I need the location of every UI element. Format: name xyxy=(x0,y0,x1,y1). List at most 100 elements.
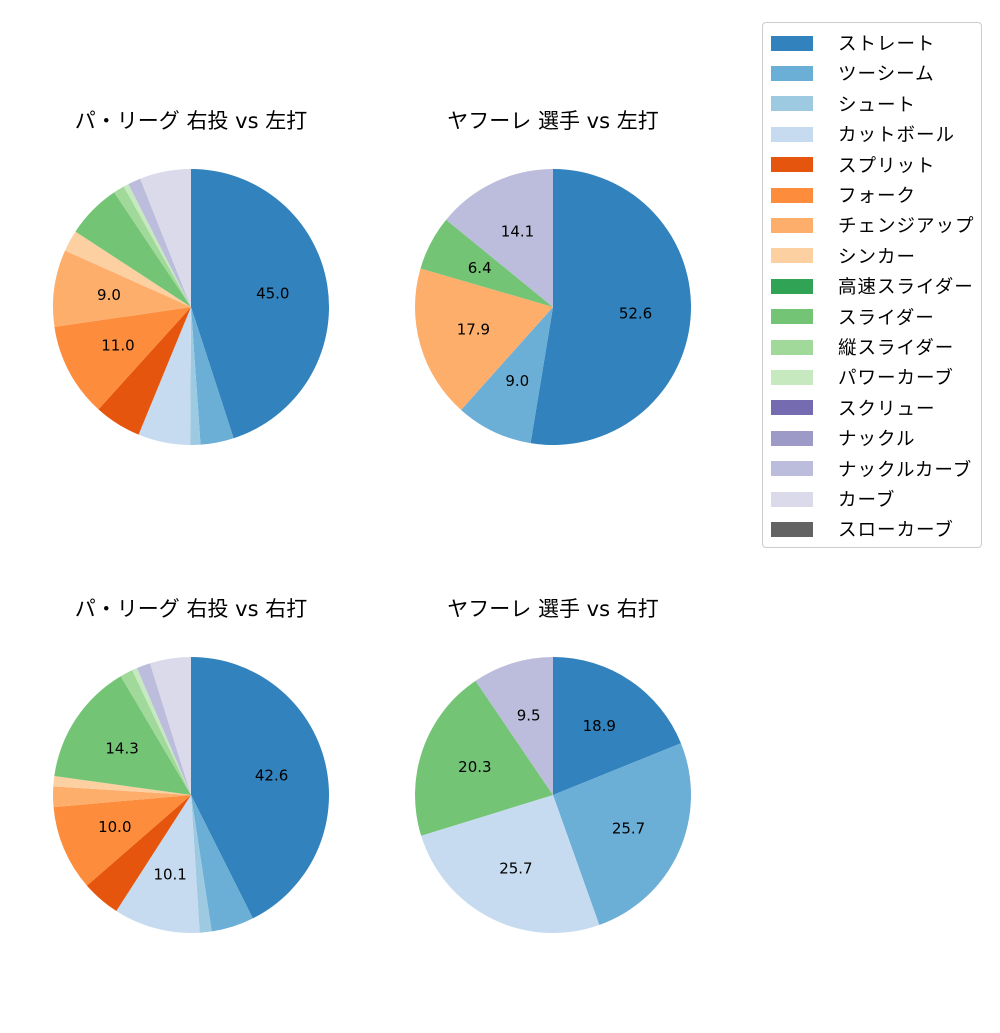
legend-swatch xyxy=(771,157,813,173)
legend-item: スプリット xyxy=(771,154,936,177)
pie-slice xyxy=(446,169,553,307)
pie-slice xyxy=(53,250,192,327)
legend-item: ナックルカーブ xyxy=(771,458,973,481)
pie-slice xyxy=(53,786,192,808)
pie-slice xyxy=(114,186,191,307)
slice-label: 25.7 xyxy=(499,860,532,878)
pie-slice xyxy=(461,307,553,444)
slice-label: 14.3 xyxy=(105,740,138,758)
pie-slice xyxy=(475,657,553,795)
legend-label: 高速スライダー xyxy=(838,277,974,299)
chart-panel-pl-rhp-vs-rhb: パ・リーグ 右投 vs 右打 xyxy=(50,593,390,1033)
legend-label: スプリット xyxy=(838,155,936,177)
pie-slice xyxy=(86,795,191,912)
legend-swatch xyxy=(771,248,813,264)
pie-chart: 18.9 25.7 25.7 20.3 9.5 xyxy=(415,657,691,933)
legend-label: シュート xyxy=(838,94,917,116)
pie-slice xyxy=(54,676,192,795)
pie-slice xyxy=(140,169,191,307)
pie-slice xyxy=(75,192,191,307)
legend-swatch xyxy=(771,521,813,537)
slice-label: 52.6 xyxy=(619,304,652,322)
slice-label: 42.6 xyxy=(255,766,288,784)
legend-label: 縦スライダー xyxy=(838,338,955,359)
legend-label: フォーク xyxy=(838,186,917,207)
pie-slice xyxy=(553,743,691,926)
legend-swatch xyxy=(771,369,813,385)
pie-slice xyxy=(421,795,600,933)
pie-chart: 42.6 10.1 10.0 14.3 xyxy=(53,657,329,933)
legend-item: シュート xyxy=(771,93,917,116)
legend-swatch xyxy=(771,217,813,233)
pie-slice xyxy=(530,169,691,445)
legend-swatch xyxy=(771,96,813,112)
pie-slice xyxy=(54,307,192,410)
pie-slice xyxy=(136,663,191,795)
pie-slice xyxy=(191,657,329,919)
pie-slice xyxy=(415,680,553,836)
slice-label: 14.1 xyxy=(501,223,534,241)
legend-swatch xyxy=(771,400,813,416)
pie-slice xyxy=(191,307,234,445)
legend-item: ツーシーム xyxy=(771,62,935,86)
legend-swatch xyxy=(771,126,813,142)
slice-label: 6.4 xyxy=(468,259,492,277)
slice-label: 10.0 xyxy=(98,818,131,836)
chart-title: ヤフーレ 選手 vs 左打 xyxy=(447,109,659,133)
legend-swatch xyxy=(771,309,813,325)
legend-swatch xyxy=(771,339,813,355)
slice-label: 45.0 xyxy=(256,285,289,303)
legend-label: スライダー xyxy=(838,307,935,329)
legend-item: 縦スライダー xyxy=(771,336,955,359)
legend-swatch xyxy=(771,491,813,507)
pie-slice xyxy=(132,668,191,795)
slice-label: 10.1 xyxy=(153,866,186,884)
legend-label: チェンジアップ xyxy=(838,216,975,238)
pie-slice xyxy=(415,268,553,410)
legend-label: スローカーブ xyxy=(838,520,954,542)
slice-label: 9.0 xyxy=(97,286,121,304)
legend-swatch xyxy=(771,430,813,446)
legend-label: シンカー xyxy=(838,246,917,268)
legend-label: カットボール xyxy=(838,125,956,147)
pie-slice xyxy=(123,184,191,307)
pie-slice xyxy=(128,178,191,307)
legend-label: ストレート xyxy=(838,34,936,55)
legend-item: パワーカーブ xyxy=(771,366,954,389)
slice-label: 11.0 xyxy=(101,336,134,354)
chart-title: パ・リーグ 右投 vs 右打 xyxy=(74,597,308,621)
slice-label: 17.9 xyxy=(457,320,490,338)
pie-slice xyxy=(65,231,191,307)
legend-swatch xyxy=(771,187,813,203)
slice-label: 9.0 xyxy=(505,372,529,390)
pie-slice xyxy=(116,795,200,933)
pie-slice xyxy=(98,307,191,435)
legend-item: カーブ xyxy=(771,488,895,511)
pie-slice xyxy=(120,670,191,795)
legend-item: ストレート xyxy=(771,32,936,55)
legend-label: スクリュー xyxy=(838,398,936,420)
pie-slice xyxy=(191,795,253,932)
chart-title: ヤフーレ 選手 vs 右打 xyxy=(447,597,659,621)
pie-slice xyxy=(150,657,191,795)
pie-slice xyxy=(191,169,329,439)
legend-swatch xyxy=(771,35,813,51)
pie-slice xyxy=(420,219,553,307)
pie-slice xyxy=(190,307,201,445)
slice-label: 20.3 xyxy=(458,758,491,776)
legend-swatch xyxy=(771,65,813,81)
legend-label: ツーシーム xyxy=(838,64,935,86)
pie-slice xyxy=(553,657,681,795)
legend-item: スクリュー xyxy=(771,397,936,420)
pie-chart: 52.6 9.0 17.9 6.4 14.1 xyxy=(415,169,691,445)
legend-item: チェンジアップ xyxy=(771,214,975,238)
legend-label: ナックルカーブ xyxy=(838,459,973,481)
chart-title: パ・リーグ 右投 vs 左打 xyxy=(74,109,308,133)
legend: ストレートツーシームシュートカットボール スプリットフォークチェンジアップ シンカー… xyxy=(762,22,982,548)
pie-slice xyxy=(138,307,191,445)
slice-label: 9.5 xyxy=(517,706,541,724)
legend-item: シンカー xyxy=(771,245,917,268)
pie-slice xyxy=(53,795,191,886)
legend-item: スローカーブ xyxy=(771,518,954,542)
slice-label: 18.9 xyxy=(583,717,616,735)
